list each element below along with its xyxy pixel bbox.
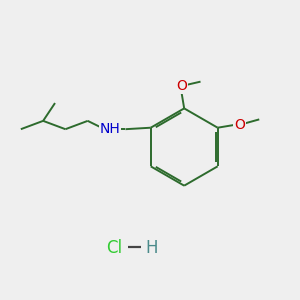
Text: NH: NH bbox=[100, 122, 120, 136]
Text: Cl: Cl bbox=[106, 239, 122, 257]
Text: H: H bbox=[145, 239, 158, 257]
Text: O: O bbox=[235, 118, 245, 132]
Text: O: O bbox=[176, 79, 187, 93]
